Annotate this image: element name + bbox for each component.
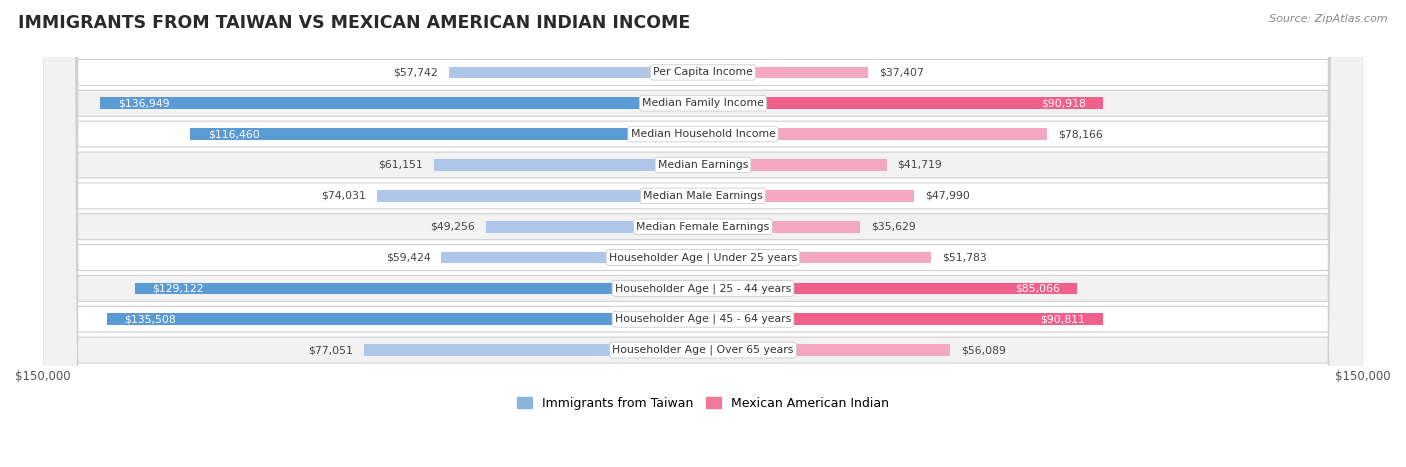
Bar [703,344,950,356]
Text: Median Female Earnings: Median Female Earnings [637,222,769,232]
Bar [100,98,703,109]
FancyBboxPatch shape [42,0,1364,467]
Text: Median Male Earnings: Median Male Earnings [643,191,763,201]
Bar [449,67,703,78]
FancyBboxPatch shape [42,0,1364,467]
Bar [703,128,1047,140]
Bar [434,159,703,171]
Text: $41,719: $41,719 [897,160,942,170]
FancyBboxPatch shape [42,0,1364,467]
Text: $74,031: $74,031 [322,191,366,201]
Bar [703,313,1102,325]
Text: $78,166: $78,166 [1059,129,1102,139]
FancyBboxPatch shape [42,0,1364,467]
FancyBboxPatch shape [42,0,1364,467]
Text: $59,424: $59,424 [385,253,430,262]
Text: $129,122: $129,122 [152,283,204,293]
Bar [441,252,703,263]
FancyBboxPatch shape [42,0,1364,467]
Bar [135,283,703,294]
FancyBboxPatch shape [42,0,1364,467]
Text: $61,151: $61,151 [378,160,423,170]
Bar [703,221,860,233]
Text: Source: ZipAtlas.com: Source: ZipAtlas.com [1270,14,1388,24]
Text: Median Household Income: Median Household Income [630,129,776,139]
Text: Median Family Income: Median Family Income [643,98,763,108]
Text: IMMIGRANTS FROM TAIWAN VS MEXICAN AMERICAN INDIAN INCOME: IMMIGRANTS FROM TAIWAN VS MEXICAN AMERIC… [18,14,690,32]
Text: $49,256: $49,256 [430,222,475,232]
Bar [703,190,914,202]
Text: $56,089: $56,089 [960,345,1005,355]
Text: $37,407: $37,407 [879,67,924,78]
Text: Householder Age | Under 25 years: Householder Age | Under 25 years [609,252,797,263]
Bar [364,344,703,356]
Text: $136,949: $136,949 [118,98,170,108]
Text: Householder Age | Over 65 years: Householder Age | Over 65 years [612,345,794,355]
Bar [486,221,703,233]
FancyBboxPatch shape [42,0,1364,467]
Bar [703,98,1104,109]
Bar [377,190,703,202]
Text: Median Earnings: Median Earnings [658,160,748,170]
Text: $90,811: $90,811 [1040,314,1085,324]
Bar [703,283,1077,294]
Bar [107,313,703,325]
Text: $85,066: $85,066 [1015,283,1060,293]
Text: Householder Age | 45 - 64 years: Householder Age | 45 - 64 years [614,314,792,325]
Text: Householder Age | 25 - 44 years: Householder Age | 25 - 44 years [614,283,792,294]
Text: $116,460: $116,460 [208,129,260,139]
FancyBboxPatch shape [42,0,1364,467]
Text: $77,051: $77,051 [308,345,353,355]
Text: Per Capita Income: Per Capita Income [652,67,754,78]
Text: $35,629: $35,629 [870,222,915,232]
Text: $90,918: $90,918 [1040,98,1085,108]
Bar [190,128,703,140]
Bar [703,67,868,78]
Bar [703,252,931,263]
Text: $57,742: $57,742 [394,67,437,78]
Legend: Immigrants from Taiwan, Mexican American Indian: Immigrants from Taiwan, Mexican American… [512,392,894,415]
Text: $135,508: $135,508 [124,314,176,324]
FancyBboxPatch shape [42,0,1364,467]
Bar [703,159,887,171]
Text: $51,783: $51,783 [942,253,987,262]
Text: $47,990: $47,990 [925,191,970,201]
